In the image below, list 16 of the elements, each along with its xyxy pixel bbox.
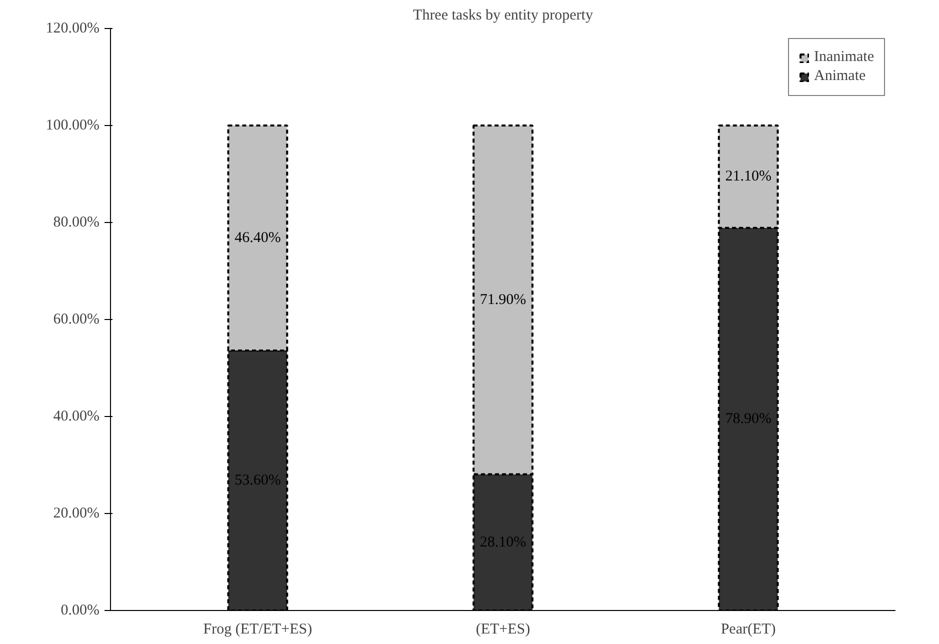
y-tick-label: 20.00% xyxy=(53,506,100,522)
legend-label: Animate xyxy=(814,68,866,85)
y-tick-label: 0.00% xyxy=(60,602,100,618)
chart-title: Three tasks by entity property xyxy=(413,8,594,24)
y-tick-label: 80.00% xyxy=(53,214,100,230)
x-tick-label: Frog (ET/ET+ES) xyxy=(203,622,312,638)
data-label: 46.40% xyxy=(234,230,281,246)
y-tick-label: 60.00% xyxy=(53,312,100,328)
legend-label: Inanimate xyxy=(814,49,874,66)
x-tick-label: Pear(ET) xyxy=(720,622,776,638)
y-tick-label: 120.00% xyxy=(46,20,100,36)
data-label: 21.10% xyxy=(725,168,772,185)
y-tick-label: 100.00% xyxy=(46,118,100,134)
y-tick-label: 40.00% xyxy=(53,408,100,424)
data-label: 71.90% xyxy=(480,292,526,308)
x-tick-label: (ET+ES) xyxy=(476,622,530,638)
